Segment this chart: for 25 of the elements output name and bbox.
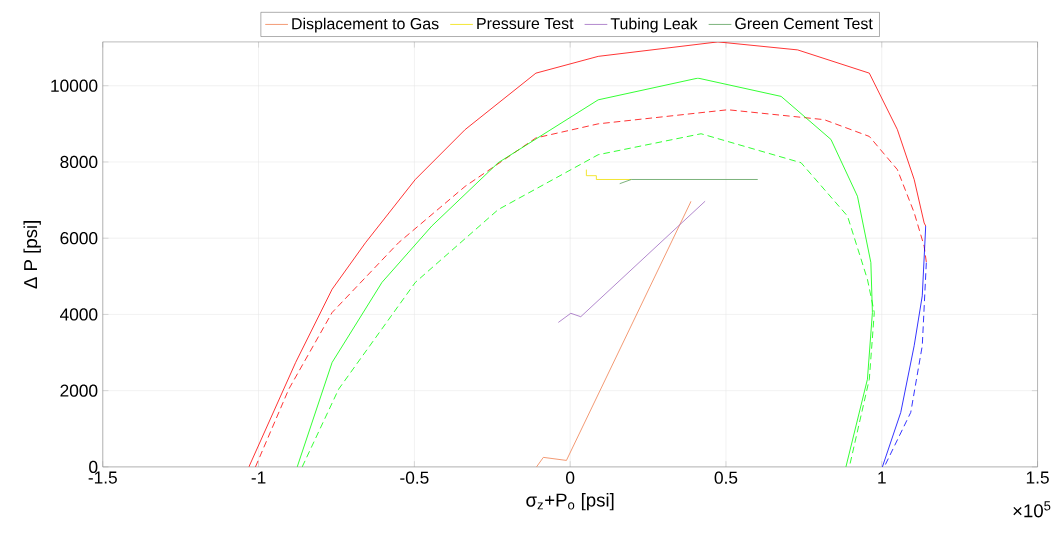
y-tick-label: 6000 (60, 232, 98, 245)
line-series (557, 200, 706, 323)
legend-label: Displacement to Gas (292, 17, 439, 33)
x-tick-label: -1.5 (88, 471, 117, 484)
x-tick-label: 1 (878, 471, 886, 484)
x-tick-label: 0.5 (714, 471, 738, 484)
y-tick-label: 2000 (60, 384, 98, 397)
x-tick-label: -0.5 (400, 471, 429, 484)
line-series (255, 109, 927, 468)
y-tick-label: 4000 (59, 308, 98, 321)
x-axis-title: σ$_{z}$+P$_{o}$ [psi] (526, 493, 614, 511)
legend-label: Green Cement Test (735, 18, 873, 30)
text: ×10$^{5}$ (1013, 501, 1051, 518)
y-tick-label: 0 (89, 460, 98, 474)
line-series (536, 200, 692, 468)
y-tick-label: 10000 (51, 79, 98, 92)
x-tick-label: 0 (566, 471, 575, 484)
y-axis-title: Δ P [psi] (23, 221, 41, 289)
legend-label: Pressure Test (477, 18, 574, 30)
y-tick-label: 8000 (60, 155, 98, 169)
x-tick-label: -1 (251, 471, 266, 484)
x-tick-label: 1.5 (1026, 471, 1049, 484)
line-series (296, 77, 873, 468)
line-series (248, 42, 927, 468)
legend-label: Tubing Leak (610, 17, 698, 33)
